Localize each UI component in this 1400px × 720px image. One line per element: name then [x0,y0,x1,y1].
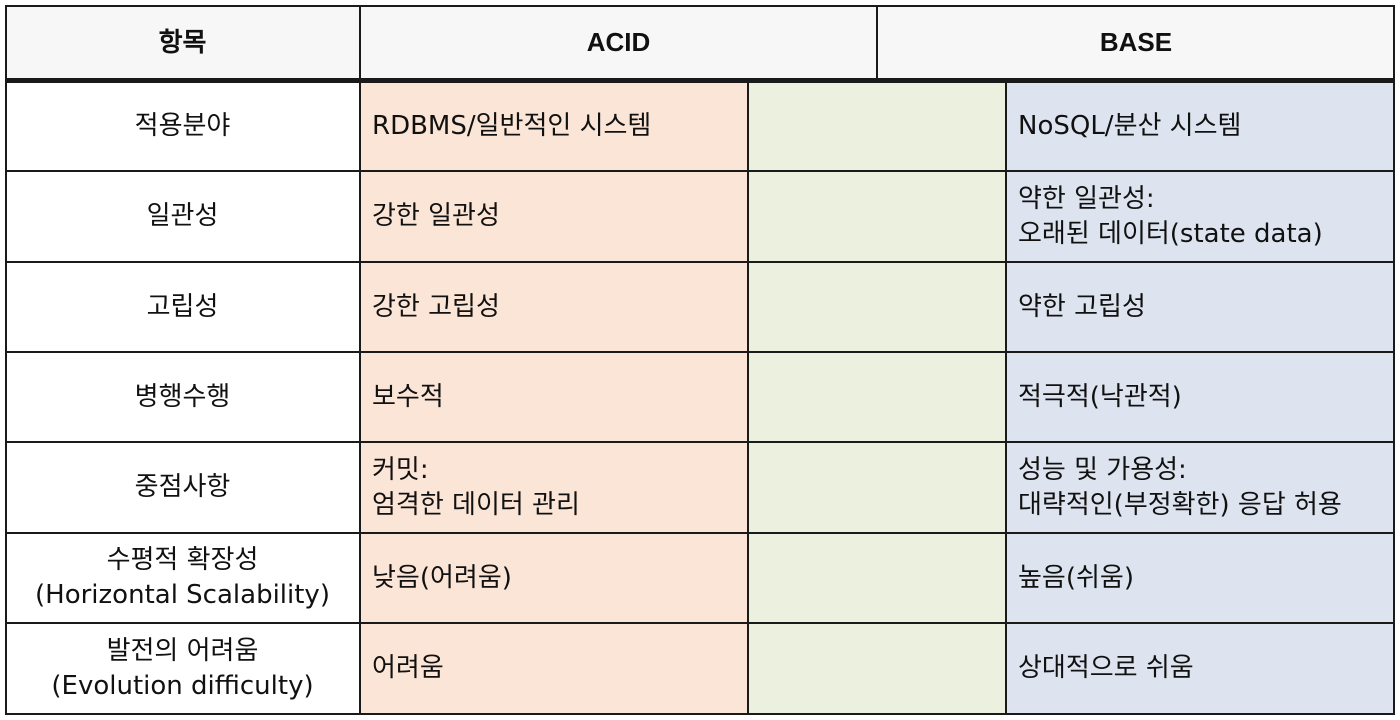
cell-line: (Horizontal Scalability) [35,580,330,610]
cell-line: 적용분야 [134,111,231,141]
column-divider [1005,82,1007,715]
cell-text: 커밋: 엄격한 데이터 관리 [372,453,580,523]
cell-text: 발전의 어려움 (Evolution difficulty) [51,634,313,704]
table-left-border [5,5,7,715]
cell-line: 강한 일관성 [372,201,500,231]
row-middle-cell [748,533,1006,623]
cell-text: 고립성 [147,290,219,325]
cell-line: 일관성 [146,201,219,231]
cell-line: 오래된 데이터(state data) [1018,218,1323,249]
row-item-cell: 적용분야 [5,82,360,171]
row-middle-cell [748,171,1006,262]
row-divider [5,713,1395,715]
cell-line: 낮음(어려움) [372,562,512,593]
row-middle-cell [748,623,1006,714]
row-middle-cell [748,262,1006,352]
cell-line: 대략적인(부정확한) 응답 허용 [1018,489,1342,520]
header-acid: ACID [360,5,877,79]
cell-line: 보수적 [372,381,444,412]
cell-text: 일관성 [147,199,219,234]
cell-line: 수평적 확장성 [106,545,259,575]
cell-line: 중점사항 [134,472,231,502]
cell-line: 엄격한 데이터 관리 [372,489,580,520]
column-divider [359,5,361,715]
cell-text: 수평적 확장성 (Horizontal Scalability) [35,543,330,613]
cell-text: 강한 고립성 [372,290,500,325]
row-acid-cell: RDBMS/일반적인 시스템 [360,82,748,171]
row-middle-cell [748,82,1006,171]
cell-line: 어려움 [372,653,444,683]
cell-text: 성능 및 가용성: 대략적인(부정확한) 응답 허용 [1018,453,1342,523]
cell-line: 약한 고립성 [1018,291,1146,322]
row-acid-cell: 강한 고립성 [360,262,748,352]
table-right-border [1393,5,1395,715]
row-item-cell: 중점사항 [5,442,360,533]
cell-line: 성능 및 가용성: [1018,454,1187,485]
row-base-cell: 약한 고립성 [1006,262,1395,352]
cell-line: 상대적으로 쉬움 [1018,653,1194,683]
column-divider [747,82,749,715]
row-divider [5,351,1395,353]
row-divider [5,261,1395,263]
cell-line: 병행수행 [134,381,231,412]
row-acid-cell: 강한 일관성 [360,171,748,262]
cell-text: 중점사항 [135,470,231,505]
cell-text: RDBMS/일반적인 시스템 [372,109,651,144]
row-base-cell: 상대적으로 쉬움 [1006,623,1395,714]
cell-text: 상대적으로 쉬움 [1018,651,1194,686]
row-base-cell: 성능 및 가용성: 대략적인(부정확한) 응답 허용 [1006,442,1395,533]
cell-line: RDBMS/일반적인 시스템 [372,111,652,141]
row-divider [5,622,1395,624]
cell-text: 적용분야 [135,109,231,144]
cell-line: 약한 일관성: [1018,183,1155,214]
row-divider [5,170,1395,172]
cell-line: 강한 고립성 [372,291,500,322]
row-acid-cell: 커밋: 엄격한 데이터 관리 [360,442,748,533]
row-divider [5,532,1395,534]
cell-text: 높음(쉬움) [1018,561,1134,596]
row-item-cell: 고립성 [5,262,360,352]
table-top-border [5,5,1395,7]
header-column-divider [876,5,878,79]
cell-text: 약한 일관성: 오래된 데이터(state data) [1018,182,1323,252]
cell-line: 커밋: [372,454,429,485]
row-acid-cell: 보수적 [360,352,748,442]
row-middle-cell [748,352,1006,442]
cell-text: 어려움 [372,651,444,686]
row-base-cell: 약한 일관성: 오래된 데이터(state data) [1006,171,1395,262]
cell-text: 낮음(어려움) [372,561,512,596]
cell-text: 병행수행 [135,380,231,415]
cell-line: 높음(쉬움) [1018,562,1134,593]
row-item-cell: 수평적 확장성 (Horizontal Scalability) [5,533,360,623]
cell-text: 보수적 [372,380,444,415]
row-acid-cell: 낮음(어려움) [360,533,748,623]
row-acid-cell: 어려움 [360,623,748,714]
cell-line: 발전의 어려움 [106,635,259,666]
header-item: 항목 [5,5,360,79]
cell-line: NoSQL/분산 시스템 [1018,111,1242,141]
header-base: BASE [877,5,1395,79]
row-base-cell: 적극적(낙관적) [1006,352,1395,442]
row-item-cell: 발전의 어려움 (Evolution difficulty) [5,623,360,714]
cell-text: NoSQL/분산 시스템 [1018,109,1241,144]
row-divider [5,441,1395,443]
cell-text: 강한 일관성 [372,199,500,234]
row-item-cell: 일관성 [5,171,360,262]
row-middle-cell [748,442,1006,533]
row-base-cell: 높음(쉬움) [1006,533,1395,623]
cell-text: 약한 고립성 [1018,290,1146,325]
cell-line: (Evolution difficulty) [51,670,314,701]
cell-text: 적극적(낙관적) [1018,380,1182,415]
header-separator [5,78,1395,83]
cell-line: 적극적(낙관적) [1018,381,1182,412]
row-item-cell: 병행수행 [5,352,360,442]
row-base-cell: NoSQL/분산 시스템 [1006,82,1395,171]
cell-line: 고립성 [146,291,219,322]
